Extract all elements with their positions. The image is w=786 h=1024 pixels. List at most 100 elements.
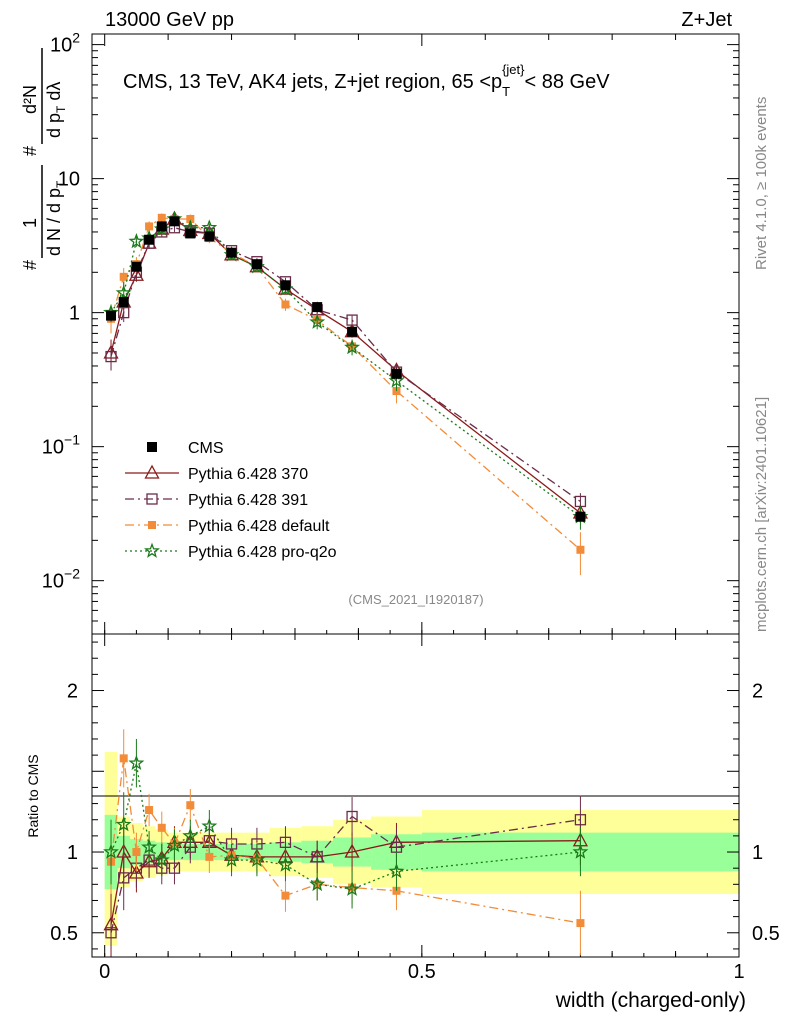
main-point xyxy=(105,350,117,363)
legend: CMS Pythia 6.428 370 Pythia 6.428 391 Pythi… xyxy=(125,440,337,561)
watermark: (CMS_2021_I1920187) xyxy=(348,592,483,607)
ratio-ytick-label-left: 0.5 xyxy=(50,923,78,945)
y-label-num1: 1 xyxy=(20,218,40,228)
main-point xyxy=(280,280,291,291)
ratio-point xyxy=(344,880,361,896)
ratio-point xyxy=(248,851,265,867)
x-axis-label: width (charged-only) xyxy=(555,989,746,1012)
main-ytick-label-base: 10 xyxy=(42,437,64,459)
ratio-point xyxy=(576,919,585,928)
ratio-point xyxy=(344,843,360,858)
ratio-point xyxy=(157,823,166,832)
main-title-main: CMS, 13 TeV, AK4 jets, Z+jet region, 65 … xyxy=(123,71,502,93)
main-ytick-label-exp: −2 xyxy=(64,566,80,582)
main-series xyxy=(103,210,589,576)
main-point xyxy=(226,247,237,258)
legend-entry-4: Pythia 6.428 pro-q2o xyxy=(125,542,337,561)
y-label-den1: d N / d pT xyxy=(44,180,68,256)
main-ytick-label-exp: −1 xyxy=(64,432,80,448)
main-point xyxy=(131,261,142,272)
side-label-rivet: Rivet 4.1.0, ≥ 100k events xyxy=(753,97,770,270)
ratio-point xyxy=(182,827,199,843)
legend-label: CMS xyxy=(188,440,224,457)
ratio-point xyxy=(168,862,181,874)
ratio-point xyxy=(205,852,214,861)
main-point xyxy=(391,368,402,379)
ratio-plot: 0.5 0.5 1 1 2 2 0 0.5 1 xyxy=(50,633,780,983)
y-label-den2: d pT dλ xyxy=(44,82,68,138)
main-title-sub: T xyxy=(502,84,510,99)
legend-entry-0: CMS xyxy=(147,440,224,457)
main-point xyxy=(347,326,358,337)
main-ytick-label: 102 xyxy=(50,30,80,57)
ratio-point xyxy=(311,851,323,863)
ratio-point xyxy=(574,814,587,826)
legend-marker xyxy=(144,464,160,479)
ratio-ytick-label-right: 2 xyxy=(752,681,763,703)
side-label-mcplots: mcplots.cern.ch [arXiv:2401.10621] xyxy=(753,397,770,632)
main-point xyxy=(144,234,155,245)
main-point xyxy=(106,310,117,321)
ratio-series xyxy=(103,729,589,957)
main-ytick-label-base: 10 xyxy=(50,35,72,57)
main-point xyxy=(346,314,358,326)
ratio-y-label: Ratio to CMS xyxy=(25,754,41,837)
main-point xyxy=(309,313,326,329)
ratio-point xyxy=(145,806,154,815)
main-ytick-label-base: 10 xyxy=(42,571,64,593)
ratio-point xyxy=(141,838,158,854)
main-title: CMS, 13 TeV, AK4 jets, Z+jet region, 65 … xyxy=(123,62,610,99)
y-label-hash-1: # xyxy=(20,260,40,270)
ratio-point xyxy=(201,817,218,833)
ratio-point xyxy=(388,863,405,879)
ratio-point xyxy=(279,836,292,848)
ratio-ytick-label-left: 1 xyxy=(67,842,78,864)
ratio-point xyxy=(277,856,294,872)
ratio-point xyxy=(223,851,240,867)
ratio-xtick-label: 0 xyxy=(99,961,110,983)
ratio-point xyxy=(115,816,132,832)
main-ytick-label: 1 xyxy=(69,303,80,325)
ratio-point xyxy=(132,848,141,857)
ratio-point xyxy=(105,927,117,939)
ratio-point xyxy=(153,851,170,867)
main-point xyxy=(576,545,585,554)
ratio-series-line xyxy=(110,815,581,933)
legend-label: Pythia 6.428 370 xyxy=(188,466,308,483)
ratio-point xyxy=(281,891,290,900)
main-point xyxy=(119,272,128,281)
ratio-xtick-label: 0.5 xyxy=(408,961,436,983)
ratio-point xyxy=(309,875,326,892)
y-label-hash-2: # xyxy=(20,146,40,156)
ratio-point xyxy=(103,843,119,859)
legend-entry-2: Pythia 6.428 391 xyxy=(125,492,308,509)
main-point xyxy=(204,231,215,242)
main-point xyxy=(118,297,129,308)
ratio-point xyxy=(119,754,128,763)
main-point xyxy=(115,284,132,300)
main-point xyxy=(344,339,361,355)
main-ytick-label: 10−2 xyxy=(42,566,80,593)
main-point xyxy=(185,228,196,239)
legend-entry-1: Pythia 6.428 370 xyxy=(125,464,308,483)
ratio-point xyxy=(346,810,358,823)
main-point xyxy=(186,214,195,223)
ratio-series-3 xyxy=(103,738,589,909)
main-point xyxy=(281,300,290,309)
main-ytick-label: 10−1 xyxy=(42,432,80,459)
ratio-ytick-label-right: 0.5 xyxy=(752,923,780,945)
ratio-plot-frame xyxy=(91,633,740,958)
ratio-point xyxy=(128,754,145,771)
main-point xyxy=(169,216,180,227)
legend-entry-3: Pythia 6.428 default xyxy=(125,518,330,535)
main-y-label: # 1 d N / d pT # d²N d pT dλ xyxy=(20,48,68,270)
ratio-axis-ticks: 0.5 0.5 1 1 2 2 0 0.5 1 xyxy=(50,634,780,983)
main-ytick-label-exp: 2 xyxy=(72,30,80,46)
main-series-0 xyxy=(106,216,586,522)
main-point xyxy=(145,222,154,231)
main-point xyxy=(312,302,323,313)
main-point xyxy=(201,219,218,235)
